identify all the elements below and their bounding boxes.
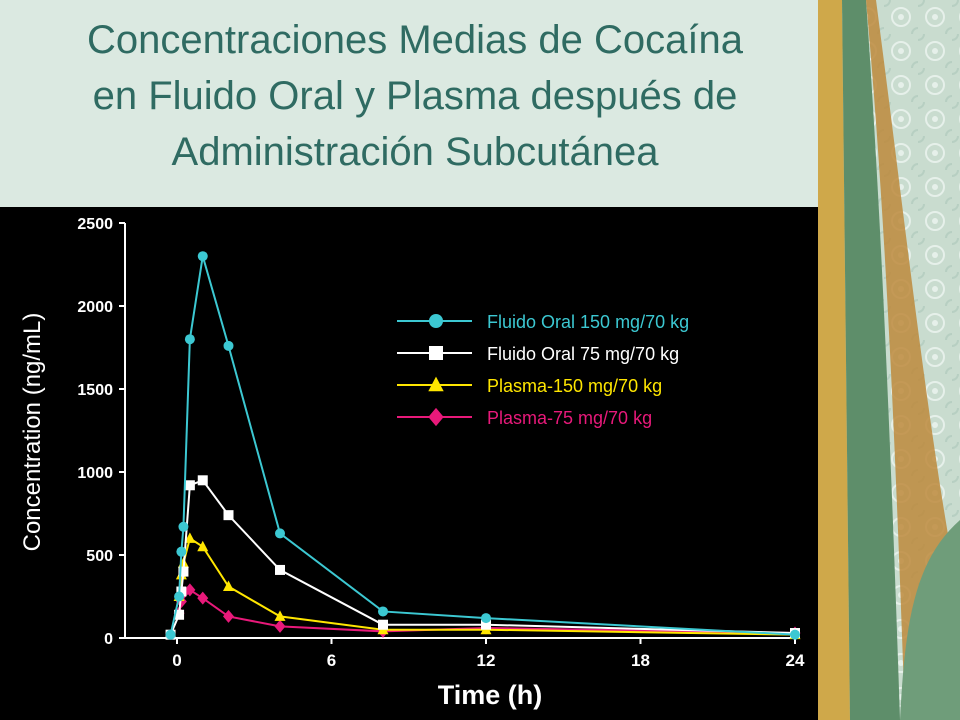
series-line — [169, 255, 796, 636]
data-point — [178, 521, 189, 532]
data-point — [223, 580, 234, 592]
data-point — [197, 591, 209, 605]
legend-label: Fluido Oral 150 mg/70 kg — [487, 312, 689, 332]
x-tick-label: 24 — [786, 651, 805, 670]
legend-marker — [429, 314, 443, 328]
title-line-2: en Fluido Oral y Plasma después de — [92, 74, 738, 118]
series-line — [169, 479, 796, 636]
x-tick-label: 6 — [327, 651, 336, 670]
y-axis-label: Concentration (ng/mL) — [19, 313, 46, 552]
data-point — [275, 564, 285, 575]
slide-title: Concentraciones Medias de Cocaína en Flu… — [0, 12, 830, 180]
data-point — [378, 606, 388, 617]
data-point — [184, 480, 195, 491]
y-tick-label: 0 — [104, 631, 113, 648]
legend-item-1: Fluido Oral 150 mg/70 kg — [397, 312, 689, 332]
legend-marker — [429, 346, 443, 360]
legend-item-3: Plasma-150 mg/70 kg — [397, 376, 662, 396]
legend-item-2: Fluido Oral 75 mg/70 kg — [397, 344, 679, 364]
legend-label: Fluido Oral 75 mg/70 kg — [487, 344, 679, 364]
title-line-1: Concentraciones Medias de Cocaína — [87, 18, 743, 62]
data-point — [223, 510, 234, 521]
data-point — [197, 475, 208, 486]
legend-marker — [428, 376, 444, 392]
chart-panel — [0, 207, 818, 720]
data-point — [174, 609, 185, 620]
data-point — [197, 251, 208, 262]
data-point — [184, 334, 195, 345]
data-point — [174, 591, 185, 602]
data-point — [481, 619, 491, 630]
y-tick-label: 2500 — [77, 216, 113, 233]
y-tick-label: 2000 — [77, 299, 113, 316]
y-tick-label: 1500 — [77, 382, 113, 399]
x-tick-label: 18 — [631, 651, 650, 670]
legend-label: Plasma-75 mg/70 kg — [487, 408, 652, 428]
data-point — [165, 629, 176, 640]
x-tick-label: 12 — [477, 651, 496, 670]
data-point — [223, 340, 234, 351]
series-1 — [165, 251, 800, 640]
data-point — [274, 619, 286, 633]
data-point — [176, 586, 187, 597]
data-point — [790, 629, 800, 640]
data-point — [378, 619, 388, 630]
data-point — [184, 532, 196, 543]
data-point — [275, 528, 285, 539]
concentration-chart: 0 500 1000 1500 2000 2500 0 6 12 18 24 Fluido Oral… — [19, 216, 805, 710]
data-point — [178, 566, 189, 577]
legend-marker — [428, 407, 444, 427]
x-axis-label: Time (h) — [438, 680, 543, 710]
data-point — [197, 540, 209, 552]
legend-label: Plasma-150 mg/70 kg — [487, 376, 662, 396]
title-line-3: Administración Subcutánea — [171, 130, 659, 174]
y-tick-label: 500 — [86, 548, 113, 565]
x-tick-label: 0 — [172, 651, 181, 670]
data-point — [184, 583, 196, 597]
data-point — [274, 610, 286, 621]
y-tick-label: 1000 — [77, 465, 113, 482]
data-point — [481, 613, 491, 624]
decorative-gold-band — [818, 0, 850, 720]
data-point — [223, 609, 234, 623]
decorative-green-band — [842, 0, 900, 720]
legend-item-4: Plasma-75 mg/70 kg — [397, 407, 652, 428]
data-point — [176, 546, 187, 557]
